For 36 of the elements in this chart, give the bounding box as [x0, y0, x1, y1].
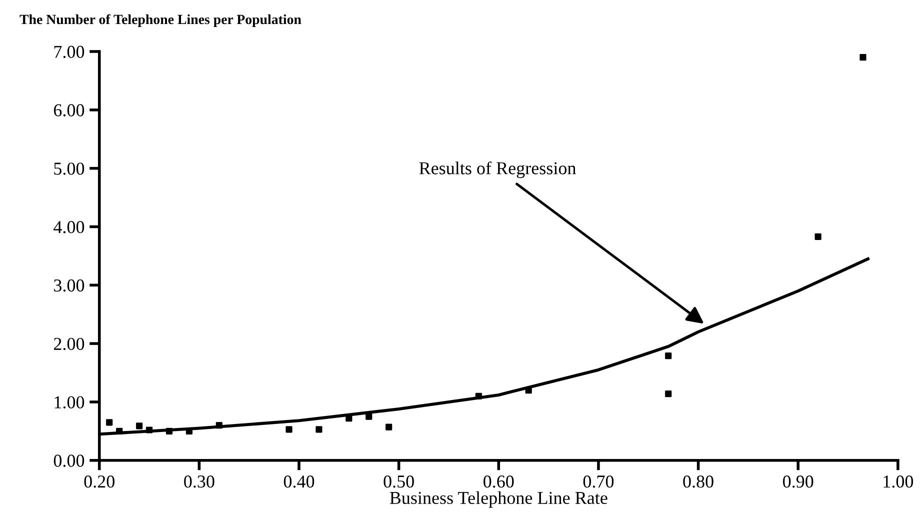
y-tick-label: 7.00: [54, 46, 84, 58]
point: [665, 390, 672, 398]
annotation: Results of Regression: [419, 161, 576, 178]
y-tick-label: 2.00: [54, 338, 84, 350]
point: [665, 352, 672, 360]
x-tick-label: 0.50: [384, 475, 414, 488]
x-axis-title: Business Telephone Line Rate: [390, 491, 608, 508]
point: [814, 233, 822, 240]
y-tick-label: 1.00: [54, 396, 84, 408]
point: [475, 392, 482, 400]
y-tick-label: 4.00: [54, 220, 84, 234]
y-tick-label: 6.00: [54, 104, 84, 116]
x-tick-label: 0.40: [284, 475, 314, 488]
point: [860, 54, 866, 61]
y-tick-label: 0.00: [54, 454, 84, 467]
point: [166, 428, 173, 434]
point: [106, 419, 113, 426]
point: [146, 426, 153, 434]
y-tick-label: 3.00: [54, 279, 84, 292]
y-axis-title: The Number of Telephone Lines per Population: [20, 14, 302, 27]
point: [216, 422, 222, 429]
x-tick-label: 0.80: [683, 475, 714, 488]
point: [286, 426, 292, 433]
x-tick-label: 0.20: [84, 475, 114, 488]
point: [136, 422, 143, 430]
x-tick-label: 0.90: [782, 475, 814, 488]
x-tick-label: 0.70: [583, 475, 614, 488]
y-tick-label: 5.00: [54, 162, 84, 175]
x-tick-label: 1.00: [884, 475, 914, 488]
x-tick-label: 0.30: [184, 475, 214, 488]
point: [346, 415, 352, 422]
point: [316, 426, 322, 433]
point: [366, 413, 372, 420]
point: [386, 424, 392, 430]
x-tick-label: 0.60: [484, 475, 514, 488]
point: [116, 428, 123, 434]
